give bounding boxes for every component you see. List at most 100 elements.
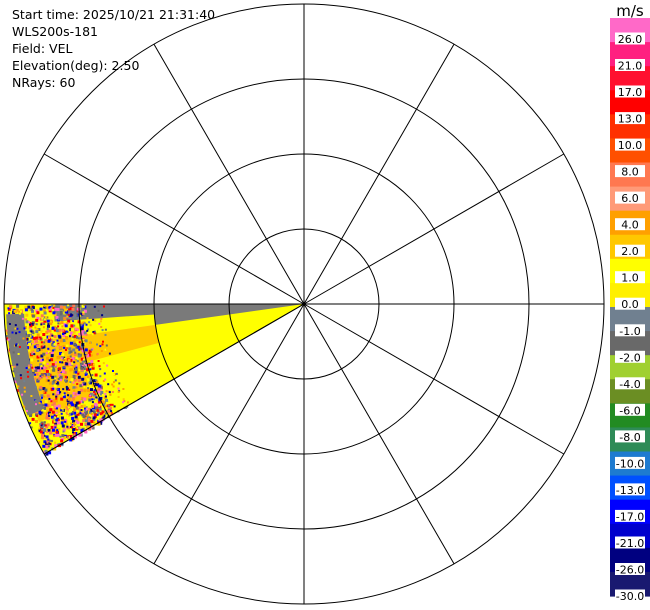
noise-pixel bbox=[78, 415, 82, 419]
noise-pixel bbox=[52, 387, 55, 390]
noise-pixel bbox=[67, 406, 70, 409]
noise-pixel bbox=[93, 413, 97, 417]
noise-pixel bbox=[82, 367, 86, 371]
noise-pixel bbox=[49, 413, 52, 416]
noise-pixel bbox=[76, 421, 80, 425]
noise-pixel bbox=[77, 320, 81, 324]
noise-pixel bbox=[96, 343, 98, 346]
noise-pixel bbox=[53, 424, 57, 428]
noise-pixel bbox=[29, 414, 32, 417]
noise-pixel bbox=[38, 336, 42, 340]
radial-spoke bbox=[43, 153, 305, 305]
noise-pixel bbox=[86, 355, 89, 358]
noise-pixel bbox=[72, 374, 76, 378]
noise-pixel bbox=[47, 339, 51, 343]
noise-pixel bbox=[55, 395, 58, 398]
noise-pixel bbox=[99, 386, 103, 390]
noise-pixel bbox=[83, 309, 87, 313]
noise-pixel bbox=[53, 355, 56, 358]
noise-pixel bbox=[89, 378, 93, 382]
noise-pixel bbox=[73, 433, 76, 436]
noise-pixel bbox=[41, 345, 45, 349]
noise-pixel bbox=[83, 331, 87, 335]
noise-pixel bbox=[72, 304, 76, 308]
noise-pixel bbox=[80, 429, 84, 432]
noise-pixel bbox=[32, 362, 35, 365]
noise-pixel bbox=[40, 373, 44, 377]
noise-pixel bbox=[21, 393, 24, 396]
noise-pixel bbox=[31, 417, 35, 421]
noise-pixel bbox=[73, 395, 77, 399]
noise-pixel bbox=[62, 339, 66, 342]
noise-pixel bbox=[52, 311, 56, 315]
noise-pixel bbox=[82, 401, 84, 404]
noise-pixel bbox=[42, 374, 46, 378]
noise-pixel bbox=[80, 388, 84, 392]
noise-pixel bbox=[85, 413, 88, 416]
noise-pixel bbox=[68, 335, 71, 338]
noise-pixel bbox=[72, 330, 76, 334]
noise-pixel bbox=[88, 321, 91, 324]
noise-pixel bbox=[73, 389, 76, 392]
noise-pixel bbox=[75, 346, 78, 349]
noise-pixel bbox=[64, 316, 67, 319]
noise-pixel bbox=[90, 426, 93, 429]
noise-pixel bbox=[47, 347, 50, 350]
noise-pixel bbox=[42, 391, 45, 394]
noise-pixel bbox=[82, 311, 85, 314]
noise-pixel bbox=[81, 338, 84, 341]
noise-pixel bbox=[39, 342, 43, 346]
noise-pixel bbox=[41, 409, 44, 412]
noise-pixel bbox=[23, 405, 26, 408]
noise-pixel bbox=[102, 340, 104, 343]
noise-pixel bbox=[82, 381, 85, 384]
noise-pixel bbox=[19, 374, 22, 377]
noise-pixel bbox=[56, 331, 60, 335]
colorbar-tick-label: -2.0 bbox=[619, 351, 640, 364]
noise-pixel bbox=[56, 308, 60, 311]
noise-pixel bbox=[83, 385, 86, 388]
noise-pixel bbox=[71, 334, 74, 336]
noise-pixel bbox=[13, 309, 17, 313]
noise-pixel bbox=[87, 389, 91, 392]
noise-pixel bbox=[45, 376, 48, 379]
noise-pixel bbox=[39, 363, 43, 367]
noise-pixel bbox=[80, 366, 84, 370]
noise-pixel bbox=[44, 449, 48, 453]
noise-pixel bbox=[113, 405, 116, 408]
noise-pixel bbox=[84, 364, 88, 367]
noise-pixel bbox=[104, 333, 107, 336]
noise-pixel bbox=[96, 408, 100, 412]
noise-pixel bbox=[112, 385, 115, 388]
noise-pixel bbox=[22, 337, 25, 340]
noise-pixel bbox=[66, 408, 69, 411]
noise-pixel bbox=[86, 413, 89, 417]
noise-pixel bbox=[66, 415, 69, 418]
noise-pixel bbox=[54, 433, 58, 437]
noise-pixel bbox=[101, 400, 105, 404]
noise-pixel bbox=[18, 312, 21, 315]
noise-pixel bbox=[69, 331, 73, 335]
noise-pixel bbox=[58, 367, 62, 371]
noise-pixel bbox=[65, 336, 68, 340]
noise-pixel bbox=[62, 395, 66, 399]
noise-pixel bbox=[41, 396, 43, 399]
noise-pixel bbox=[13, 377, 17, 381]
noise-pixel bbox=[92, 414, 95, 417]
noise-pixel bbox=[53, 327, 57, 331]
noise-pixel bbox=[42, 344, 45, 347]
noise-pixel bbox=[7, 338, 10, 341]
noise-pixel bbox=[42, 444, 46, 448]
noise-pixel bbox=[54, 399, 58, 403]
noise-pixel bbox=[78, 369, 81, 372]
noise-pixel bbox=[52, 401, 56, 405]
noise-pixel bbox=[7, 321, 10, 324]
noise-pixel bbox=[92, 418, 96, 421]
noise-pixel bbox=[49, 408, 53, 412]
noise-pixel bbox=[68, 347, 72, 351]
noise-pixel bbox=[46, 375, 50, 379]
noise-pixel bbox=[103, 313, 106, 316]
noise-pixel bbox=[79, 399, 83, 403]
noise-pixel bbox=[75, 386, 78, 389]
